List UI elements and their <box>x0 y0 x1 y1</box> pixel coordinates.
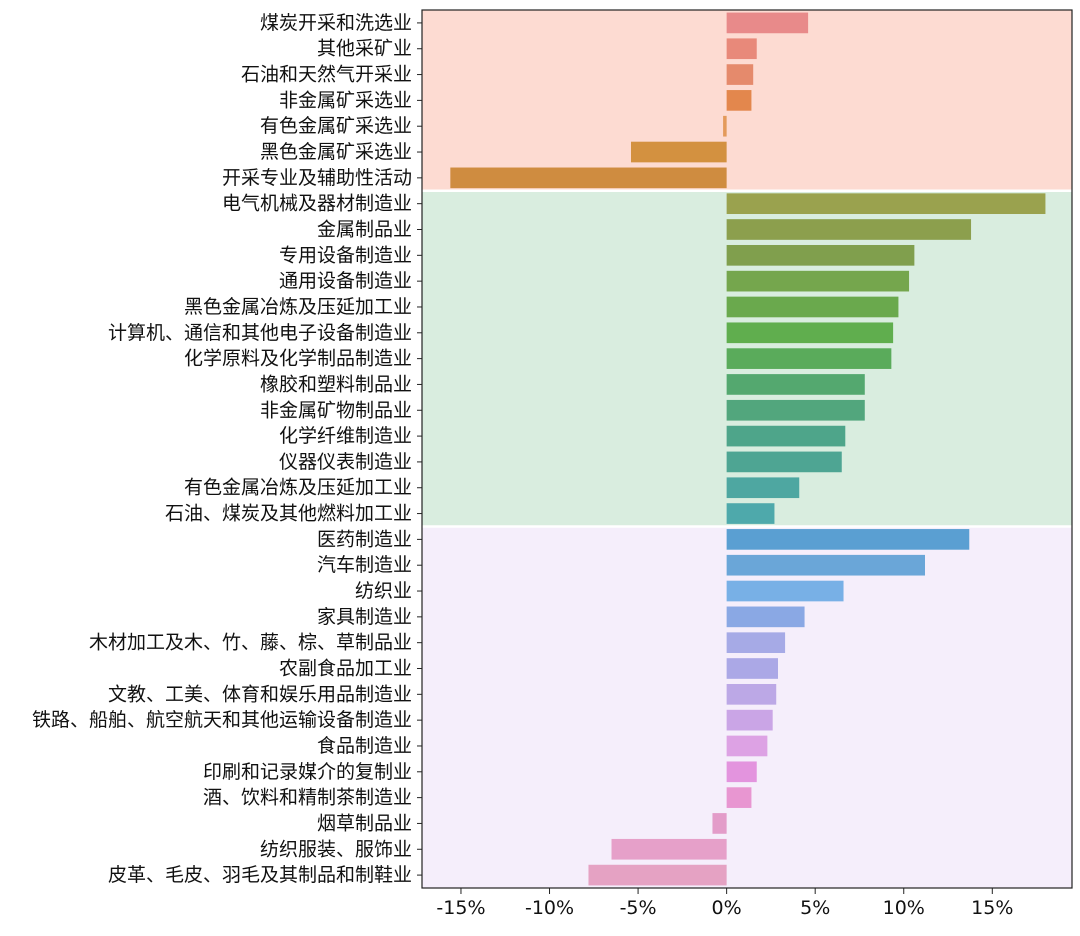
category-label: 食品制造业 <box>317 735 412 757</box>
category-label: 煤炭开采和洗选业 <box>260 12 412 34</box>
category-label: 通用设备制造业 <box>279 270 412 292</box>
category-label: 石油、煤炭及其他燃料加工业 <box>165 503 412 525</box>
category-label: 电气机械及器材制造业 <box>222 193 412 215</box>
bar <box>726 709 773 731</box>
x-tick-label: 10% <box>883 897 925 919</box>
bar <box>726 580 844 602</box>
bar <box>712 813 727 834</box>
bar <box>588 864 727 886</box>
category-label: 印刷和记录媒介的复制业 <box>203 761 412 783</box>
bar <box>726 787 752 808</box>
category-label: 酒、饮料和精制茶制造业 <box>203 787 412 809</box>
bar <box>726 374 865 395</box>
category-label: 铁路、船舶、航空航天和其他运输设备制造业 <box>32 709 412 731</box>
x-tick-label: -5% <box>620 897 657 919</box>
bar <box>726 296 899 318</box>
category-label: 化学原料及化学制品制造业 <box>184 348 412 370</box>
plot-frame <box>421 9 1073 889</box>
bar <box>726 451 842 473</box>
bar <box>726 477 800 499</box>
category-label: 仪器仪表制造业 <box>279 451 412 473</box>
bar <box>726 632 786 654</box>
category-label: 化学纤维制造业 <box>279 425 412 447</box>
category-label: 农副食品加工业 <box>279 658 412 680</box>
bar <box>726 554 925 576</box>
bar <box>611 838 727 860</box>
bar <box>726 219 972 240</box>
x-tick-label: 0% <box>712 897 742 919</box>
bar <box>726 64 754 85</box>
x-tick-label: 5% <box>800 897 830 919</box>
bar <box>726 38 757 60</box>
category-label: 纺织服装、服饰业 <box>260 838 412 860</box>
bar <box>726 761 757 783</box>
category-label: 其他采矿业 <box>317 38 412 60</box>
bar <box>726 322 894 344</box>
category-label: 金属制品业 <box>317 219 412 241</box>
bar <box>726 12 809 34</box>
category-label: 纺织业 <box>355 580 412 602</box>
bar <box>723 115 727 137</box>
bar <box>630 141 727 163</box>
bar <box>726 90 752 111</box>
bar <box>726 270 910 292</box>
category-label: 专用设备制造业 <box>279 244 412 266</box>
bar <box>726 529 970 550</box>
category-label: 医药制造业 <box>317 528 412 550</box>
category-label: 有色金属冶炼及压延加工业 <box>184 477 412 499</box>
category-label: 橡胶和塑料制品业 <box>260 373 412 395</box>
bar <box>726 399 865 421</box>
category-label: 黑色金属矿采选业 <box>260 141 412 163</box>
bars <box>450 12 1046 886</box>
x-tick-label: -10% <box>525 897 574 919</box>
category-label: 非金属矿物制品业 <box>260 399 412 421</box>
category-label: 皮革、毛皮、羽毛及其制品和制鞋业 <box>108 864 412 886</box>
bar <box>726 606 805 628</box>
category-label: 开采专业及辅助性活动 <box>222 167 412 189</box>
bar <box>726 503 775 524</box>
x-tick-label: -15% <box>436 897 485 919</box>
x-axis-ticks: -15% -10% -5% 0% 5% 10% 15% <box>436 888 1013 919</box>
category-label: 木材加工及木、竹、藤、棕、草制品业 <box>89 632 412 654</box>
category-label: 文教、工美、体育和娱乐用品制造业 <box>108 683 412 705</box>
category-labels: 煤炭开采和洗选业其他采矿业石油和天然气开采业非金属矿采选业有色金属矿采选业黑色金… <box>32 12 422 886</box>
bar <box>726 193 1046 215</box>
category-label: 烟草制品业 <box>317 812 412 834</box>
category-label: 石油和天然气开采业 <box>241 64 412 86</box>
bar <box>726 658 778 679</box>
bar <box>450 167 727 189</box>
category-label: 计算机、通信和其他电子设备制造业 <box>108 322 412 344</box>
bar <box>726 425 846 447</box>
bar <box>726 735 768 757</box>
category-label: 汽车制造业 <box>317 554 412 576</box>
category-label: 非金属矿采选业 <box>279 89 412 111</box>
bar <box>726 348 892 369</box>
category-label: 黑色金属冶炼及压延加工业 <box>184 296 412 318</box>
x-tick-label: 15% <box>971 897 1013 919</box>
category-label: 有色金属矿采选业 <box>260 115 412 137</box>
bar <box>726 244 915 266</box>
category-label: 家具制造业 <box>317 606 412 628</box>
bar <box>726 683 777 705</box>
